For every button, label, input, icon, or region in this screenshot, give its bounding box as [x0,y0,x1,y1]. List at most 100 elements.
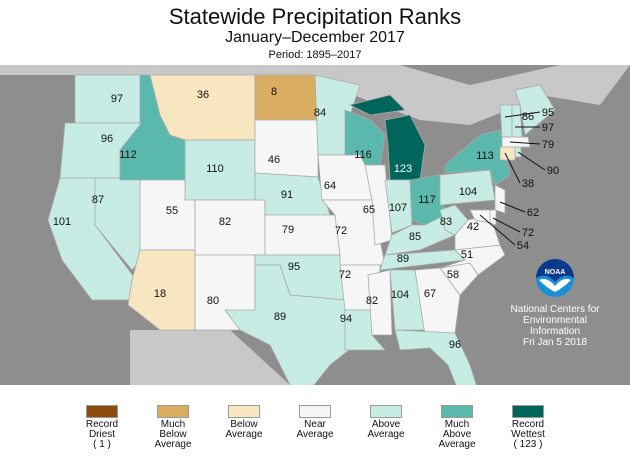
rank-label-ct: 38 [522,178,534,190]
rank-label-ny: 113 [476,150,494,162]
state-vt[interactable] [499,104,513,138]
legend-label: Above [371,419,401,430]
rank-label-or: 96 [101,133,113,145]
rank-label-fl: 96 [449,339,461,351]
legend-label: Below [159,429,187,440]
state-tx[interactable] [224,264,356,385]
legend-item-much-above: Much Above Average [417,405,497,450]
rank-label-ky: 85 [409,231,421,243]
rank-label-va: 42 [467,221,479,233]
callout-line-md [479,214,516,246]
state-mi-upper[interactable] [348,94,406,116]
legend-swatch [86,405,118,418]
rank-label-tn: 89 [397,253,409,265]
legend-label: Average [367,429,405,440]
state-ct[interactable] [499,146,516,161]
legend-item-much-below: Much Below Average [133,405,213,450]
rank-label-ca: 101 [53,216,71,228]
rank-label-ks: 79 [282,224,294,236]
legend-label: Record [85,419,119,430]
rank-label-vt: 95 [542,107,554,119]
state-il[interactable] [364,164,393,246]
rank-label-ia: 64 [324,180,336,192]
legend-item-record-driest: Record Driest( 1 ) [62,405,142,450]
ncei-date: Fri Jan 5 2018 [523,337,587,348]
legend-item-above: Above Average [346,405,426,440]
rank-label-wy: 110 [206,163,224,175]
rank-label-la: 94 [340,313,352,325]
state-wv[interactable] [439,204,469,236]
state-nj[interactable] [494,184,506,214]
rank-label-ok: 95 [288,261,300,273]
state-fl[interactable] [394,329,478,385]
rank-label-oh: 117 [418,194,436,206]
legend-swatch [512,405,544,418]
rank-label-ar: 72 [339,269,351,281]
rank-label-mt: 36 [197,89,209,101]
rank-label-nv: 87 [92,194,104,206]
rank-label-de: 72 [522,227,534,239]
legend-label: Above [442,429,472,440]
state-ga[interactable] [414,267,461,336]
rank-label-nc: 51 [461,249,473,261]
rank-label-ga: 67 [424,288,436,300]
precipitation-map: 97 96 101 87 112 36 110 55 18 82 80 8 46 91 79 95 89 84 64… [0,65,630,385]
callout-line-ct [504,152,521,184]
rank-label-az: 18 [154,288,166,300]
state-nh[interactable] [511,104,523,138]
rank-label-il: 65 [363,204,375,216]
rank-label-mn: 84 [314,107,326,119]
rank-label-in: 107 [389,202,407,214]
legend-label: Wettest [511,429,545,440]
rank-label-ri: 90 [547,165,559,177]
legend-label: Record [511,419,545,430]
noaa-logo: NOAA [536,259,574,297]
legend-label: Much [160,419,186,430]
state-ny[interactable] [444,129,511,186]
state-de[interactable] [489,209,497,226]
rank-label-mi: 123 [394,163,412,175]
legend-label: Near [304,419,326,430]
period-label: Period: 1895–2017 [268,49,362,61]
legend-label: Driest [88,429,116,440]
legend-swatch [299,405,331,418]
state-sd[interactable] [254,119,319,178]
legend-swatch [157,405,189,418]
legend-label: ( 123 ) [513,439,543,450]
state-nc[interactable] [439,244,506,276]
map-title: Statewide Precipitation Ranks [168,4,462,29]
rank-label-id: 112 [119,149,137,161]
callout-line-de [492,217,521,233]
legend-label: Average [154,439,192,450]
rank-label-al: 104 [391,289,409,301]
svg-text:NOAA: NOAA [545,269,566,276]
legend-label: Average [296,429,334,440]
canada-land [0,65,630,125]
rank-label-sc: 58 [447,269,459,281]
callout-line-ma [509,141,541,145]
mexico-land [130,330,290,385]
rank-label-wv: 83 [440,216,452,228]
rank-label-ut: 55 [166,205,178,217]
callout-line-vt [504,111,541,118]
state-ks[interactable] [264,214,341,256]
state-nd[interactable] [254,74,319,121]
ncei-credit: NOAA National Centers for Environmental … [500,259,610,348]
ncei-line1: National Centers for [510,304,600,315]
rank-label-tx: 89 [274,311,286,323]
callout-line-ri [517,151,546,171]
state-me[interactable] [514,84,556,136]
ncei-line3: Information [529,326,581,337]
legend-label: ( 1 ) [93,439,111,450]
legend-label: Average [438,439,476,450]
rank-label-nh: 97 [542,122,554,134]
state-ms[interactable] [367,269,393,336]
legend-label: Below [230,419,258,430]
legend-item-below: Below Average [204,405,284,440]
rank-label-ne: 91 [281,189,293,201]
map-subtitle: January–December 2017 [225,29,405,46]
legend-label: Average [225,429,263,440]
rank-label-co: 82 [219,216,231,228]
rank-label-md: 54 [517,240,529,252]
rank-label-nj: 62 [527,207,539,219]
